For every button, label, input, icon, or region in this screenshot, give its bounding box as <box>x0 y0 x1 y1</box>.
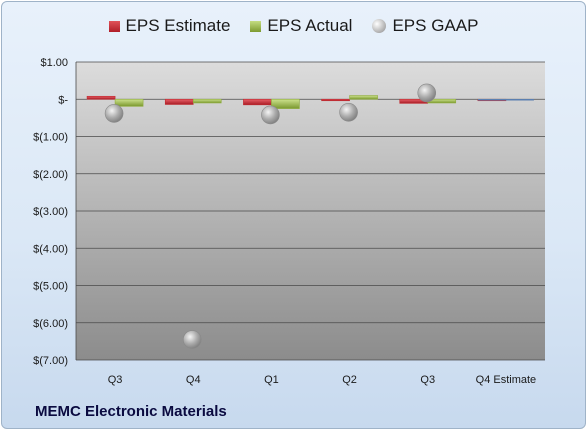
y-tick-label: $(5.00) <box>33 281 68 293</box>
actual-bar <box>192 98 222 104</box>
estimate-bar <box>86 95 116 100</box>
gaap-point <box>339 102 358 122</box>
y-tick-label: $(7.00) <box>33 355 68 367</box>
gaap-point <box>417 83 437 103</box>
gaap-point <box>261 105 280 125</box>
legend-label-actual: EPS Actual <box>267 16 353 35</box>
y-tick-label: $1.00 <box>40 57 68 69</box>
estimate-swatch <box>108 20 120 32</box>
actual-bar <box>114 98 144 107</box>
x-tick-label: Q3 <box>108 374 123 386</box>
gaap-swatch <box>372 19 387 33</box>
gaap-point <box>182 330 202 349</box>
x-tick-label: Q4 <box>186 374 201 386</box>
y-tick-label: $(2.00) <box>33 169 68 181</box>
y-tick-label: $(4.00) <box>33 243 68 255</box>
estimate-bar <box>321 98 350 102</box>
bars <box>86 95 534 109</box>
actual-bar <box>271 98 300 109</box>
legend-label-estimate: EPS Estimate <box>125 16 231 35</box>
actual-bar <box>349 95 378 100</box>
y-tick-label: $(1.00) <box>33 132 68 144</box>
gridlines <box>75 61 545 361</box>
legend: EPS Estimate EPS Actual EPS GAAP <box>2 16 585 36</box>
x-tick-label: Q2 <box>342 374 357 386</box>
legend-item-gaap: EPS GAAP <box>372 16 478 36</box>
y-tick-label: $(3.00) <box>33 206 68 218</box>
legend-label-gaap: EPS GAAP <box>392 16 479 35</box>
y-tick-label: $- <box>58 94 68 106</box>
actual-swatch <box>250 20 262 32</box>
y-axis-labels: $1.00 $- $(1.00) $(2.00) $(3.00) $(4.00) $(5.0… <box>33 57 68 367</box>
gaap-markers <box>104 83 437 349</box>
gaap-point <box>104 104 124 123</box>
estimate-bar <box>243 98 272 106</box>
legend-item-estimate: EPS Estimate <box>108 16 231 36</box>
legend-item-actual: EPS Actual <box>250 16 352 36</box>
y-tick-label: $(6.00) <box>33 318 68 330</box>
company-name: MEMC Electronic Materials <box>35 403 227 420</box>
x-tick-label: Q4 Estimate <box>476 374 537 386</box>
x-tick-label: Q1 <box>264 374 279 386</box>
x-tick-label: Q3 <box>420 374 435 386</box>
estimate-bar <box>164 98 194 105</box>
x-axis-labels: Q3 Q4 Q1 Q2 Q3 Q4 Estimate <box>108 374 536 386</box>
